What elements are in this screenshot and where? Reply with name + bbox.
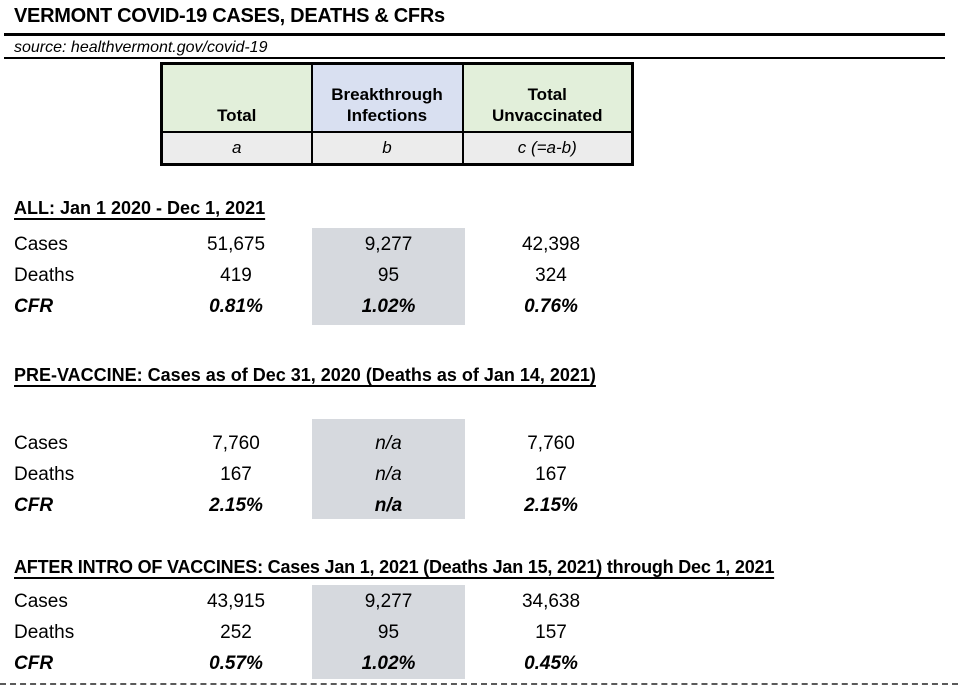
legend-header-unvaccinated-line1: Total (527, 84, 567, 104)
cell-total: 2.15% (209, 495, 263, 516)
cell-breakthrough: 9,277 (364, 591, 413, 612)
cell-unvaccinated: 34,638 (521, 591, 581, 612)
cell-total: 0.81% (209, 296, 263, 317)
section-heading-after-vaccines: AFTER INTRO OF VACCINES: Cases Jan 1, 20… (14, 557, 775, 577)
cell-breakthrough: 95 (377, 265, 400, 286)
cell-total: 167 (220, 464, 252, 485)
section-heading-pre-vaccine: PRE-VACCINE: Cases as of Dec 31, 2020 (D… (14, 365, 596, 385)
row-label: Deaths (14, 464, 75, 485)
row-label: Cases (14, 591, 68, 612)
legend-header-total: Total (160, 62, 313, 133)
cell-unvaccinated: 157 (535, 622, 567, 643)
legend-header-breakthrough: Breakthrough Infections (310, 62, 464, 133)
legend-header-breakthrough-line2: Infections (346, 105, 428, 125)
row-label: CFR (14, 296, 54, 317)
cell-breakthrough: n/a (375, 433, 402, 454)
section-all-rows: Cases 51,675 9,277 42,398 Deaths 419 95 … (14, 229, 945, 322)
cell-breakthrough: 95 (377, 622, 400, 643)
cell-breakthrough: n/a (375, 464, 402, 485)
legend-header-unvaccinated-line2: Unvaccinated (491, 105, 603, 125)
section-after-vaccines-rows: Cases 43,915 9,277 34,638 Deaths 252 95 … (14, 586, 945, 679)
page-title: VERMONT COVID-19 CASES, DEATHS & CFRs (14, 5, 445, 27)
title-divider (4, 33, 945, 36)
cell-unvaccinated: 0.76% (524, 296, 578, 317)
legend-header-row: Total Breakthrough Infections Total Unva… (160, 62, 634, 133)
cell-unvaccinated: 324 (535, 265, 567, 286)
breakthrough-column-highlight (312, 585, 465, 679)
legend-key-row: a b c (=a-b) (160, 130, 634, 166)
row-label: CFR (14, 653, 54, 674)
legend-header-total-label: Total (217, 105, 257, 125)
breakthrough-column-highlight (312, 419, 465, 519)
cell-total: 7,760 (212, 433, 260, 454)
legend-table: Total Breakthrough Infections Total Unva… (160, 62, 634, 166)
row-label: CFR (14, 495, 54, 516)
cell-unvaccinated: 167 (535, 464, 567, 485)
row-label: Cases (14, 234, 68, 255)
source-attribution: source: healthvermont.gov/covid-19 (14, 39, 268, 56)
row-label: Cases (14, 433, 68, 454)
cell-breakthrough: 9,277 (364, 234, 413, 255)
cell-unvaccinated: 2.15% (524, 495, 578, 516)
table-row-deaths: Deaths 252 95 157 (14, 617, 945, 648)
row-label: Deaths (14, 622, 75, 643)
cell-total: 252 (220, 622, 252, 643)
table-row-cases: Cases 7,760 n/a 7,760 (14, 428, 945, 459)
source-divider (4, 57, 945, 59)
cell-breakthrough: n/a (374, 495, 403, 516)
table-row-cfr: CFR 0.57% 1.02% 0.45% (14, 648, 945, 679)
section-pre-vaccine-rows: Cases 7,760 n/a 7,760 Deaths 167 n/a 167… (14, 428, 945, 521)
legend-key-a: a (160, 130, 313, 166)
cell-breakthrough: 1.02% (361, 296, 416, 317)
cell-total: 0.57% (209, 653, 263, 674)
cell-unvaccinated: 0.45% (524, 653, 578, 674)
cell-total: 51,675 (206, 234, 266, 255)
legend-key-c: c (=a-b) (461, 130, 634, 166)
table-row-cfr: CFR 2.15% n/a 2.15% (14, 490, 945, 521)
section-heading-all: ALL: Jan 1 2020 - Dec 1, 2021 (14, 198, 266, 218)
row-label: Deaths (14, 265, 75, 286)
cell-total: 43,915 (206, 591, 266, 612)
cell-unvaccinated: 7,760 (527, 433, 575, 454)
cell-unvaccinated: 42,398 (521, 234, 581, 255)
table-row-cfr: CFR 0.81% 1.02% 0.76% (14, 291, 945, 322)
legend-key-b: b (310, 130, 464, 166)
breakthrough-column-highlight (312, 228, 465, 325)
table-row-cases: Cases 43,915 9,277 34,638 (14, 586, 945, 617)
legend-header-unvaccinated: Total Unvaccinated (461, 62, 634, 133)
table-row-deaths: Deaths 419 95 324 (14, 260, 945, 291)
cell-total: 419 (220, 265, 252, 286)
cell-breakthrough: 1.02% (361, 653, 416, 674)
table-row-deaths: Deaths 167 n/a 167 (14, 459, 945, 490)
table-row-cases: Cases 51,675 9,277 42,398 (14, 229, 945, 260)
legend-header-breakthrough-line1: Breakthrough (331, 84, 443, 104)
bottom-divider (0, 683, 958, 685)
